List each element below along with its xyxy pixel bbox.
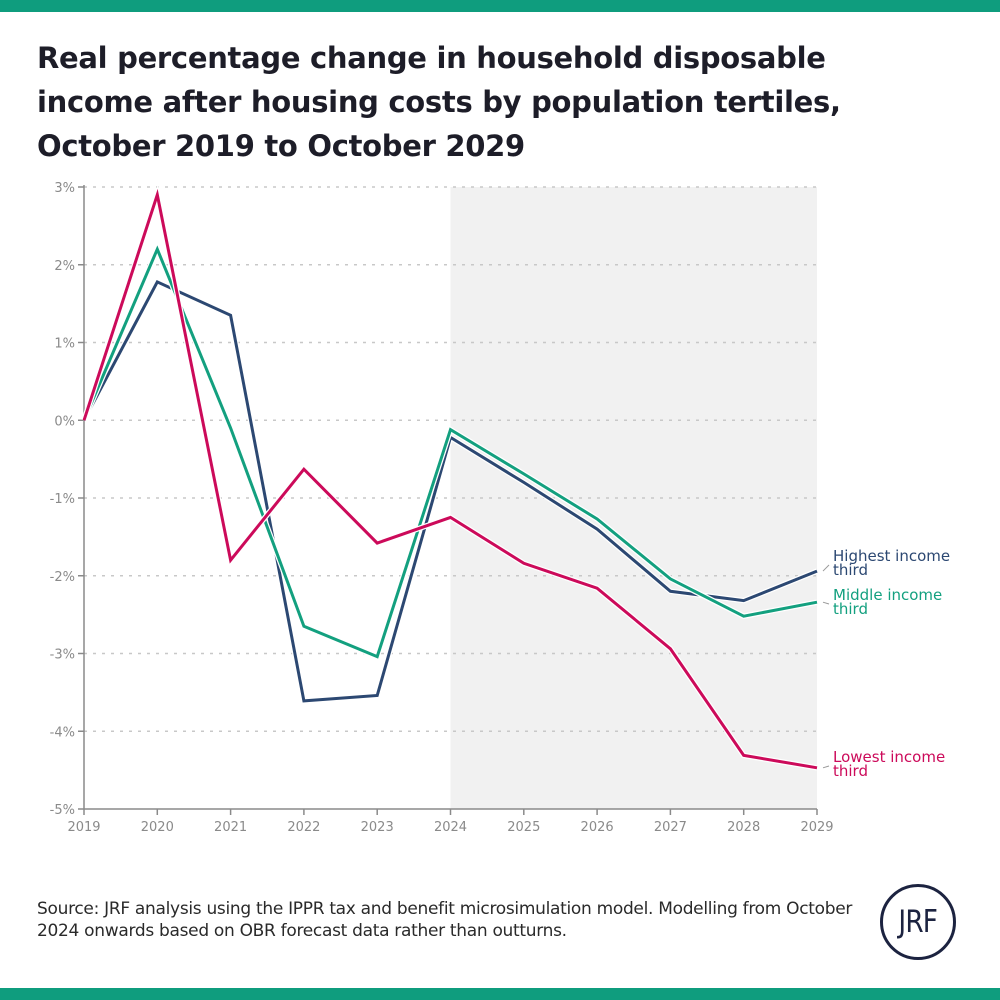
x-tick-label: 2027 [654,820,687,835]
source-note: Source: JRF analysis using the IPPR tax … [37,899,853,941]
chart-title: Real percentage change in household disp… [37,41,841,163]
label-connector [822,601,830,605]
y-tick-label: -3% [50,648,75,663]
series-line-lowest-income-third [82,188,818,770]
series-line-middle-income-third [82,245,818,659]
x-tick-label: 2019 [67,820,100,835]
series-label: third [833,600,868,618]
x-tick-label: 2024 [434,820,467,835]
series-label: Lowest income [833,748,945,766]
bottom-brand-bar [0,988,1000,1000]
label-connector [822,765,830,769]
y-tick-label: -1% [50,492,75,507]
jrf-logo: JRF [880,884,956,960]
x-tick-label: 2020 [141,820,174,835]
logo-text: JRF [898,904,939,940]
y-tick-label: 3% [54,181,75,196]
x-tick-label: 2028 [727,820,760,835]
y-tick-label: -2% [50,570,75,585]
x-tick-label: 2021 [214,820,247,835]
y-tick-label: -4% [50,725,75,740]
series-label: third [833,762,868,780]
label-connector [822,564,830,572]
x-tick-label: 2023 [361,820,394,835]
x-tick-label: 2022 [287,820,320,835]
series-label: Middle income [833,586,942,604]
y-tick-label: 0% [54,414,75,429]
y-tick-label: 1% [54,337,75,352]
y-tick-label: 2% [54,259,75,274]
y-tick-label: -5% [50,803,75,818]
x-tick-label: 2026 [581,820,614,835]
x-tick-label: 2025 [507,820,540,835]
x-tick-label: 2029 [800,820,833,835]
top-brand-bar [0,0,1000,12]
series-label: Highest income [833,547,950,565]
series-label: third [833,561,868,579]
